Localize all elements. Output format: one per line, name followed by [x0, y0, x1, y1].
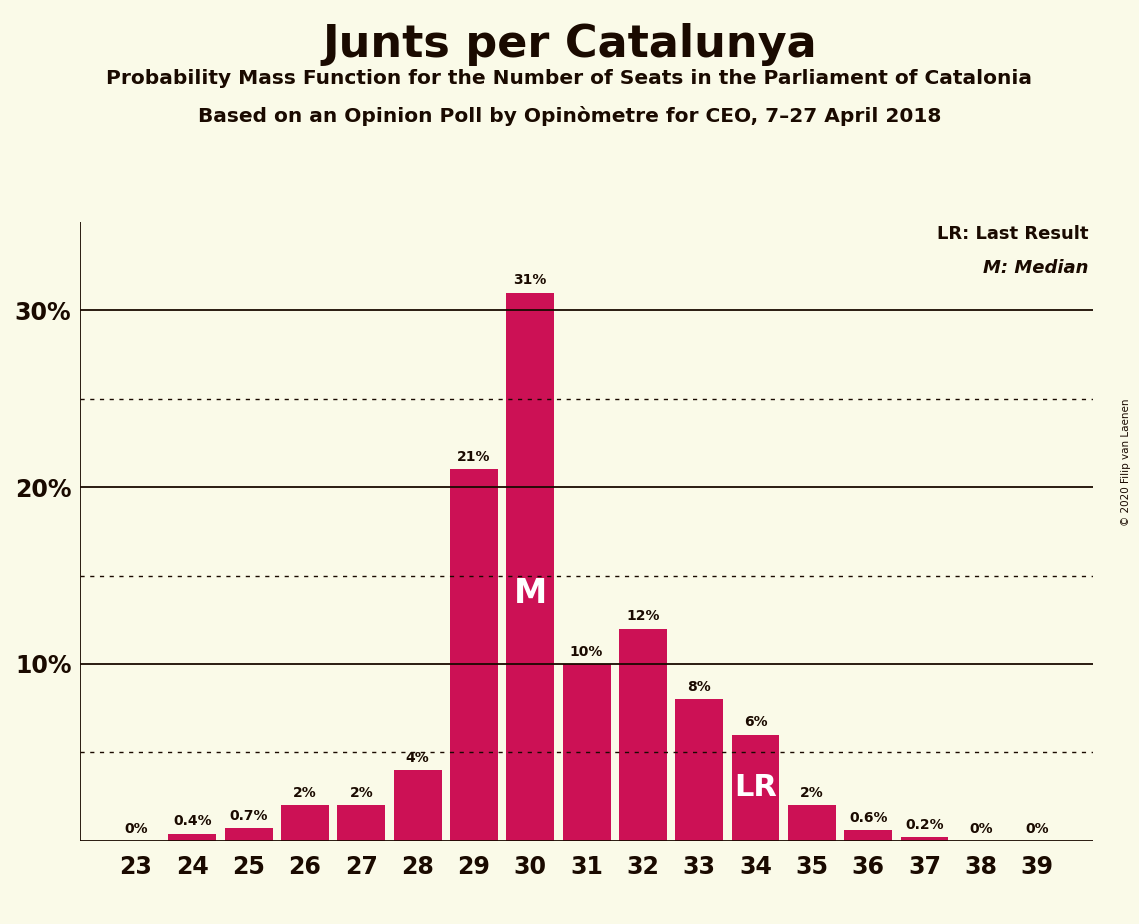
- Text: 31%: 31%: [514, 274, 547, 287]
- Text: 0%: 0%: [1025, 822, 1049, 836]
- Bar: [507, 293, 555, 841]
- Bar: [901, 837, 949, 841]
- Text: 2%: 2%: [800, 786, 823, 800]
- Text: 2%: 2%: [350, 786, 374, 800]
- Text: 21%: 21%: [457, 450, 491, 464]
- Text: Probability Mass Function for the Number of Seats in the Parliament of Catalonia: Probability Mass Function for the Number…: [107, 69, 1032, 89]
- Bar: [169, 833, 216, 841]
- Bar: [450, 469, 498, 841]
- Text: LR: LR: [735, 773, 777, 802]
- Bar: [394, 770, 442, 841]
- Text: 12%: 12%: [626, 609, 659, 624]
- Text: M: M: [514, 577, 547, 610]
- Bar: [788, 806, 836, 841]
- Text: 0.7%: 0.7%: [229, 809, 268, 823]
- Text: © 2020 Filip van Laenen: © 2020 Filip van Laenen: [1121, 398, 1131, 526]
- Text: Based on an Opinion Poll by Opinòmetre for CEO, 7–27 April 2018: Based on an Opinion Poll by Opinòmetre f…: [198, 106, 941, 127]
- Text: 2%: 2%: [293, 786, 317, 800]
- Text: LR: Last Result: LR: Last Result: [937, 225, 1089, 243]
- Text: 0.6%: 0.6%: [849, 811, 887, 825]
- Text: 0%: 0%: [124, 822, 148, 836]
- Bar: [731, 735, 779, 841]
- Bar: [224, 829, 272, 841]
- Text: 4%: 4%: [405, 751, 429, 765]
- Text: Junts per Catalunya: Junts per Catalunya: [322, 23, 817, 67]
- Text: 6%: 6%: [744, 715, 768, 729]
- Bar: [281, 806, 329, 841]
- Bar: [844, 831, 892, 841]
- Bar: [675, 699, 723, 841]
- Text: 0.2%: 0.2%: [906, 818, 944, 832]
- Text: 10%: 10%: [570, 645, 604, 659]
- Bar: [618, 628, 666, 841]
- Text: M: Median: M: Median: [983, 259, 1089, 277]
- Text: 0%: 0%: [969, 822, 992, 836]
- Text: 0.4%: 0.4%: [173, 814, 212, 829]
- Text: 8%: 8%: [687, 680, 711, 694]
- Bar: [337, 806, 385, 841]
- Bar: [563, 664, 611, 841]
